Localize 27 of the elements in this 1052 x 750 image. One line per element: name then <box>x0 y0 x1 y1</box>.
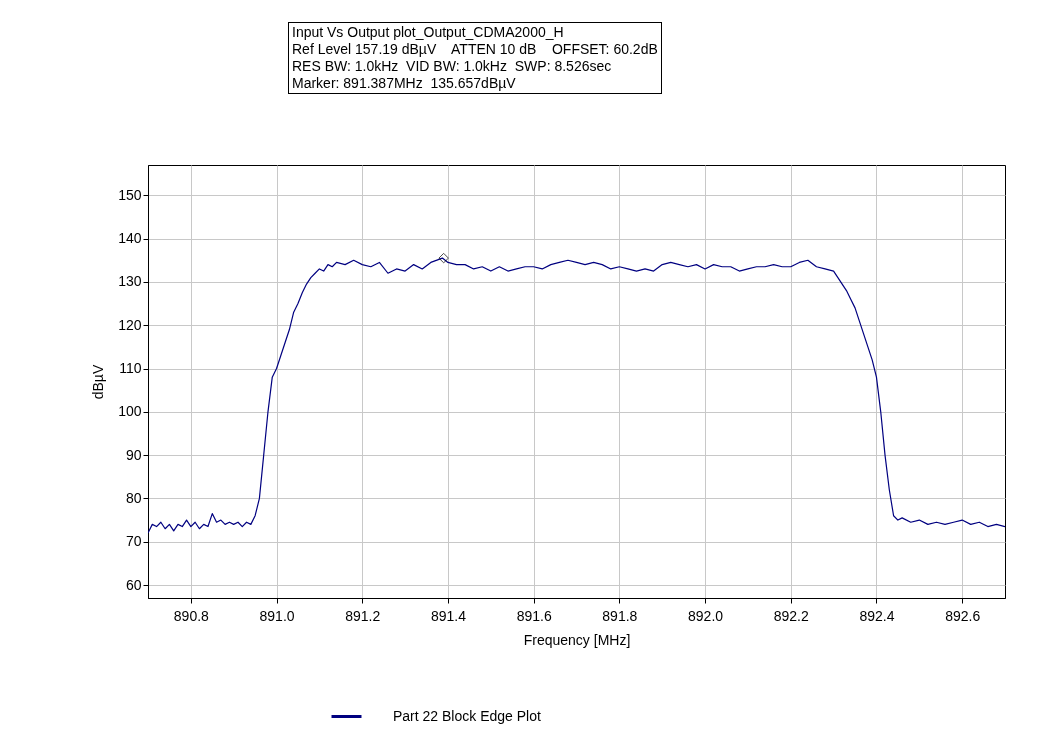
y-tick-label: 150 <box>118 186 142 203</box>
x-tick-label: 892.0 <box>688 607 724 624</box>
legend-label: Part 22 Block Edge Plot <box>393 707 541 724</box>
y-tick-label: 140 <box>118 230 142 247</box>
x-tick-label: 891.6 <box>516 607 552 624</box>
y-tick-label: 60 <box>125 576 142 593</box>
text: RES BW: 1.0kHz VID BW: 1.0kHz SWP: 8.526sec <box>292 58 613 75</box>
y-tick-label: 130 <box>118 273 142 290</box>
y-tick-label: 70 <box>125 533 142 550</box>
y-tick-label: 100 <box>118 403 142 420</box>
text: Ref Level 157.19 dBµV ATTEN 10 dB OFFSET: 60.2dB <box>292 41 658 58</box>
x-tick-label: 892.4 <box>859 607 895 624</box>
x-tick-label: 890.8 <box>173 607 210 624</box>
y-axis-title: dBµV <box>90 364 107 400</box>
y-tick-label: 90 <box>125 446 142 463</box>
x-tick-label: 892.6 <box>945 607 981 624</box>
text: Marker: 891.387MHz 135.657dBµV <box>292 75 517 92</box>
y-tick-label: 120 <box>118 316 142 333</box>
chart-title: Input Vs Output plot_Output_CDMA2000_H <box>292 24 565 41</box>
x-tick-label: 891.8 <box>602 607 638 624</box>
x-tick-label: 891.2 <box>345 607 381 624</box>
y-tick-label: 110 <box>119 360 142 377</box>
x-tick-label: 891.4 <box>430 607 467 624</box>
x-tick-label: 891.0 <box>259 607 295 624</box>
x-axis-title: Frequency [MHz] <box>523 631 631 648</box>
x-tick-label: 892.2 <box>773 607 809 624</box>
y-tick-label: 80 <box>125 489 142 506</box>
